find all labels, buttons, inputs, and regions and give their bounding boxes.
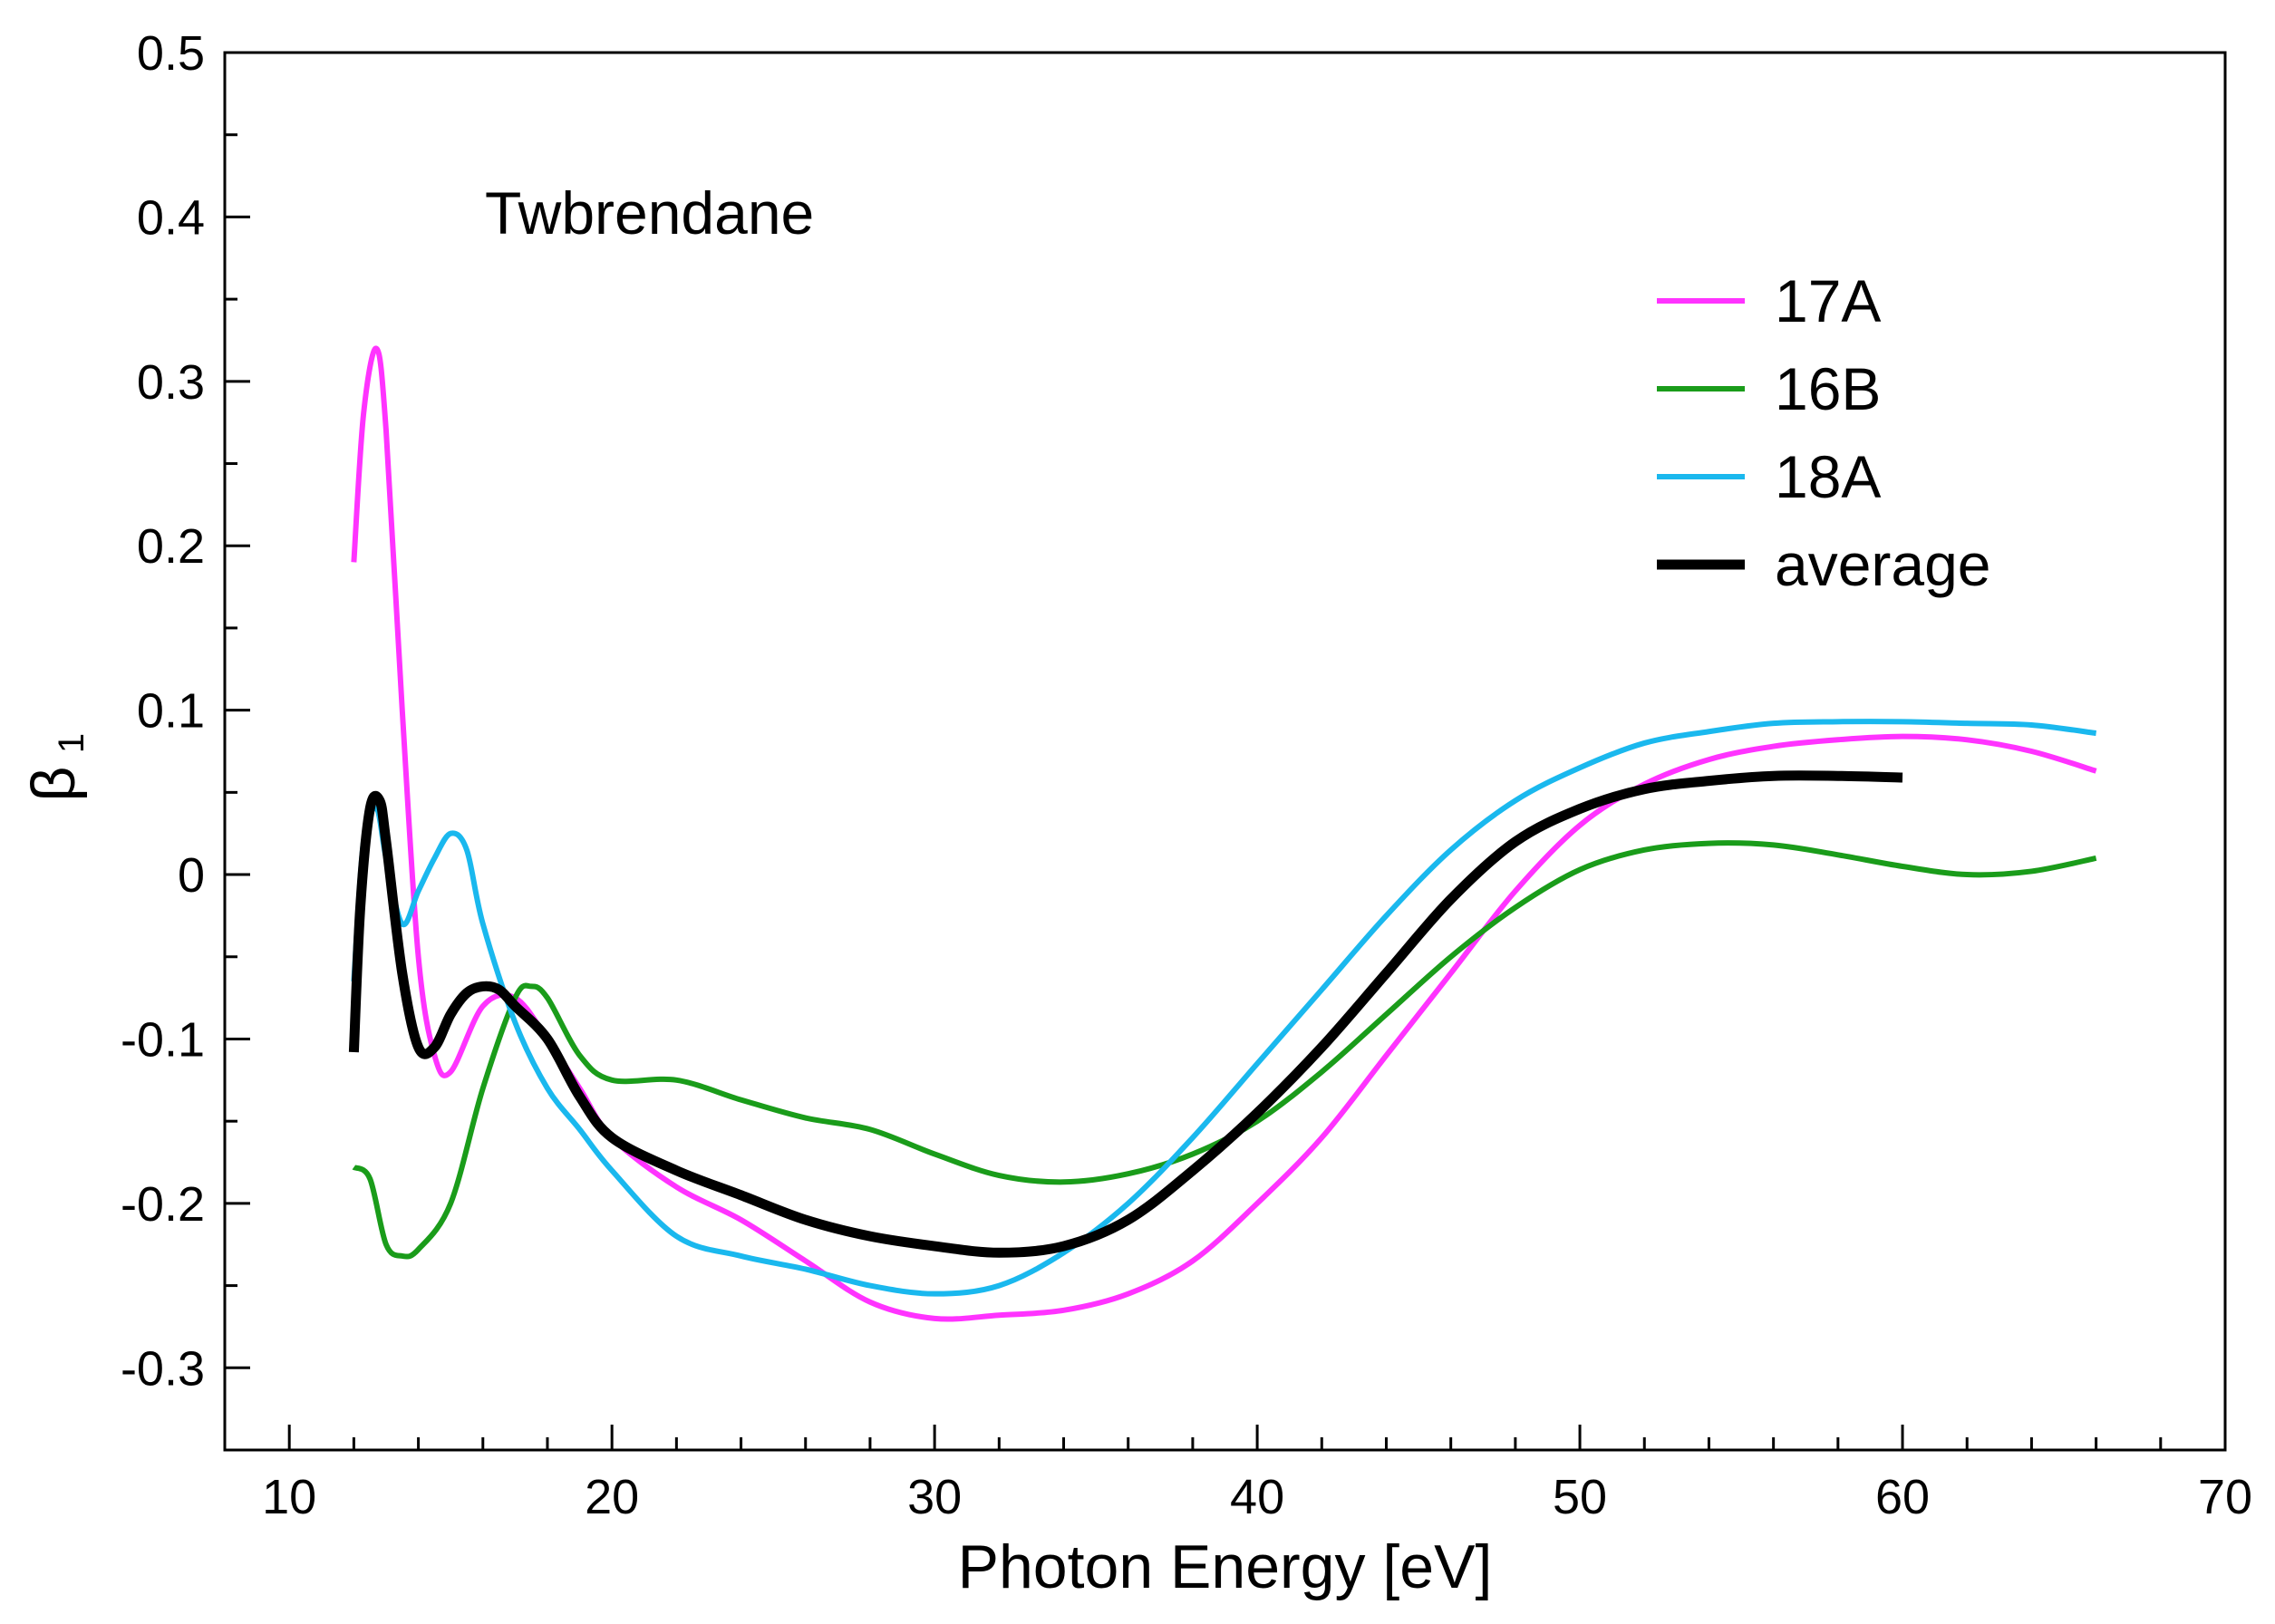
legend: 17A 16B 18A average bbox=[1657, 267, 1991, 598]
series-line-18A bbox=[351, 719, 2096, 1297]
plot-frame bbox=[223, 51, 2227, 1452]
y-tick-label: -0.1 bbox=[121, 1012, 205, 1067]
x-tick-label: 60 bbox=[1875, 1470, 1930, 1524]
series-line-17A bbox=[351, 345, 2097, 1322]
plot-area: 10 20 30 40 50 60 70 -0.3 -0.2 -0.1 0 0.1 0.2 0.3 0.4 0… bbox=[121, 26, 2252, 1524]
y-tick-label: -0.2 bbox=[121, 1177, 205, 1232]
x-tick-label: 20 bbox=[585, 1470, 639, 1524]
y-axis-title: β 1 bbox=[19, 733, 92, 802]
y-tick-label: 0.4 bbox=[137, 190, 205, 245]
series-line-average bbox=[348, 770, 1903, 1258]
y-tick-label: 0 bbox=[178, 848, 205, 903]
x-tick-label: 10 bbox=[262, 1470, 316, 1524]
y-tick-label: 0.3 bbox=[137, 355, 205, 410]
y-tick-label: -0.3 bbox=[121, 1341, 205, 1396]
y-axis-title-subscript: 1 bbox=[52, 733, 92, 753]
legend-label-average: average bbox=[1775, 531, 1991, 598]
y-axis-title-main: β bbox=[19, 766, 88, 801]
x-tick-label: 50 bbox=[1553, 1470, 1607, 1524]
x-axis-title: Photon Energy [eV] bbox=[958, 1532, 1493, 1601]
legend-label-18A: 18A bbox=[1775, 443, 1881, 510]
y-tick-label: 0.1 bbox=[137, 684, 205, 739]
y-tick-label: 0.5 bbox=[137, 26, 205, 81]
legend-label-16B: 16B bbox=[1775, 355, 1881, 422]
x-tick-label: 40 bbox=[1230, 1470, 1284, 1524]
series-line-16B bbox=[352, 840, 2097, 1260]
tick-layer: 10 20 30 40 50 60 70 -0.3 -0.2 -0.1 0 0.1 0.2 0.3 0.4 0… bbox=[121, 26, 2252, 1524]
x-tick-label: 70 bbox=[2198, 1470, 2252, 1524]
chart-annotation: Twbrendane bbox=[485, 179, 814, 246]
y-tick-label: 0.2 bbox=[137, 519, 205, 574]
legend-label-17A: 17A bbox=[1775, 267, 1881, 334]
x-tick-label: 30 bbox=[907, 1470, 962, 1524]
series-layer bbox=[348, 345, 2097, 1322]
